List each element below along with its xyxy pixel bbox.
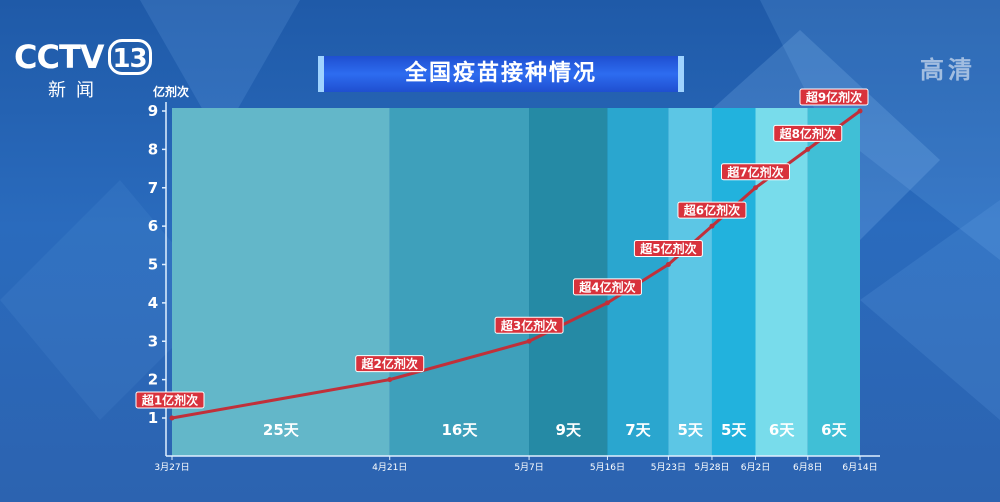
milestone-label: 超2亿剂次 <box>361 356 418 371</box>
data-point <box>665 262 671 267</box>
milestone-badge <box>799 88 869 106</box>
milestone-label: 超7亿剂次 <box>726 164 783 179</box>
x-tick-label: 5月28日 <box>694 462 729 473</box>
milestone-badge <box>572 278 642 296</box>
logo-number: 13 <box>107 39 152 75</box>
x-tick-label: 6月8日 <box>793 462 822 473</box>
milestone-badge <box>633 240 703 257</box>
x-tick-label: 5月23日 <box>651 462 686 473</box>
interval-band <box>711 108 756 456</box>
data-point <box>709 223 715 229</box>
y-axis-unit: 亿剂次 <box>153 84 189 99</box>
y-tick-label: 8 <box>148 140 158 158</box>
milestone-badge <box>355 355 425 373</box>
logo-text: CCTV <box>14 38 105 76</box>
data-point <box>752 185 758 191</box>
interval-label: 25天 <box>263 421 300 439</box>
interval-label: 7天 <box>625 421 651 439</box>
interval-band <box>807 108 860 456</box>
milestone-badge <box>135 391 205 409</box>
milestone-badge <box>720 163 790 181</box>
x-tick-label: 6月14日 <box>842 462 877 473</box>
x-tick-label: 4月21日 <box>372 462 407 473</box>
milestone-label: 超1亿剂次 <box>141 393 198 408</box>
interval-band <box>389 108 530 456</box>
x-tick-label: 6月2日 <box>741 462 770 473</box>
x-tick-label: 5月7日 <box>514 462 543 473</box>
milestone-label: 超6亿剂次 <box>683 203 740 218</box>
x-tick-label: 5月16日 <box>590 462 625 473</box>
milestone-label: 超8亿剂次 <box>779 126 836 141</box>
milestone-badge <box>494 316 564 334</box>
data-point <box>857 108 863 114</box>
data-point <box>387 377 393 383</box>
interval-band <box>172 108 390 456</box>
y-tick-label: 3 <box>148 332 158 350</box>
milestone-label: 超5亿剂次 <box>639 241 696 256</box>
interval-label: 9天 <box>556 421 582 439</box>
y-tick-label: 2 <box>148 371 158 389</box>
y-tick-label: 4 <box>148 294 158 312</box>
data-point <box>805 146 811 152</box>
cctv13-logo: CCTV 13 新闻 <box>14 38 152 102</box>
interval-label: 16天 <box>441 421 478 439</box>
chart-title: 全国疫苗接种情况 <box>318 56 684 92</box>
interval-band <box>755 108 808 456</box>
data-point <box>526 338 532 344</box>
quality-badge: 高清 <box>920 56 976 84</box>
y-tick-label: 9 <box>148 102 158 120</box>
logo-subtitle: 新闻 <box>48 80 104 101</box>
x-tick-label: 3月27日 <box>154 462 189 473</box>
y-tick-label: 5 <box>148 256 158 274</box>
milestone-label: 超3亿剂次 <box>500 318 557 333</box>
milestone-label: 超4亿剂次 <box>578 279 635 294</box>
y-tick-label: 6 <box>148 217 158 235</box>
y-tick-label: 7 <box>148 179 158 197</box>
milestone-badge <box>677 201 747 219</box>
milestone-badge <box>773 124 843 142</box>
interval-label: 6天 <box>821 421 847 439</box>
milestone-label: 超9亿剂次 <box>805 90 862 105</box>
data-point <box>169 415 175 421</box>
interval-label: 5天 <box>677 421 703 439</box>
interval-label: 5天 <box>721 421 747 439</box>
interval-label: 6天 <box>769 421 795 439</box>
interval-band <box>668 108 712 456</box>
y-tick-label: 1 <box>148 409 158 427</box>
data-point <box>604 300 610 306</box>
